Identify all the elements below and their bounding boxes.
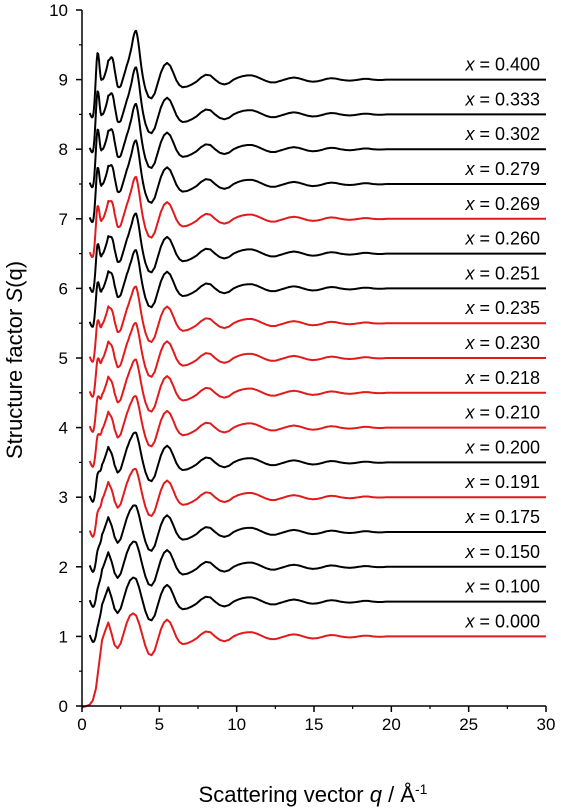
- series-line: [88, 139, 547, 224]
- x-tick-label: 15: [305, 715, 324, 734]
- series-label: x = 0.230: [464, 333, 540, 353]
- y-tick-label: 6: [59, 279, 68, 298]
- series-label: x = 0.333: [464, 89, 540, 109]
- series-label: x = 0.218: [464, 368, 540, 388]
- series-label: x = 0.269: [464, 194, 540, 214]
- curves-layer: [81, 29, 547, 709]
- series-label: x = 0.150: [464, 542, 540, 562]
- y-tick-label: 7: [59, 210, 68, 229]
- series-line: [88, 576, 547, 643]
- series-label: x = 0.200: [464, 437, 540, 457]
- series-line: [88, 468, 547, 538]
- series-label: x = 0.000: [464, 611, 540, 631]
- y-tick-label: 2: [59, 558, 68, 577]
- series-label: x = 0.191: [464, 472, 540, 492]
- x-tick-label: 0: [77, 715, 86, 734]
- series-line: [88, 102, 547, 189]
- series-label: x = 0.235: [464, 298, 540, 318]
- series-line: [88, 176, 547, 258]
- y-axis-title: Structure factor S(q): [2, 261, 27, 459]
- series-line: [88, 322, 547, 398]
- y-tick-label: 8: [59, 140, 68, 159]
- y-tick-label: 4: [59, 419, 68, 438]
- series-label: x = 0.260: [464, 229, 540, 249]
- series-label: x = 0.100: [464, 577, 540, 597]
- y-tick-label: 10: [49, 1, 68, 20]
- series-line: [81, 612, 547, 709]
- series-label: x = 0.175: [464, 507, 540, 527]
- series-line: [88, 540, 547, 608]
- x-axis-title: Scattering vector q / Å-1: [199, 781, 428, 807]
- y-tick-label: 0: [59, 697, 68, 716]
- series-label: x = 0.400: [464, 55, 540, 75]
- series-label: x = 0.279: [464, 159, 540, 179]
- y-tick-label: 5: [59, 349, 68, 368]
- y-tick-label: 9: [59, 71, 68, 90]
- x-tick-label: 30: [537, 715, 556, 734]
- series-line: [88, 249, 547, 328]
- series-line: [88, 66, 547, 154]
- axes-layer: 0 5 10 15 20 25 30 0 1 2 3 4 5 6 7 8 9 10: [49, 1, 555, 734]
- x-tick-label: 10: [227, 715, 246, 734]
- y-tick-label: 1: [59, 627, 68, 646]
- series-line: [88, 212, 547, 293]
- series-line: [88, 504, 547, 573]
- series-label: x = 0.251: [464, 263, 540, 283]
- series-label: x = 0.210: [464, 403, 540, 423]
- x-tick-label: 25: [459, 715, 478, 734]
- x-tick-label: 20: [382, 715, 401, 734]
- series-line: [88, 431, 547, 503]
- series-line: [88, 29, 547, 119]
- series-line: [88, 285, 547, 363]
- y-tick-label: 3: [59, 488, 68, 507]
- series-line: [88, 395, 547, 468]
- series-label: x = 0.302: [464, 124, 540, 144]
- series-line: [88, 358, 547, 433]
- curve-labels-layer: x = 0.000 x = 0.100 x = 0.150 x = 0.175 x = …: [464, 55, 540, 632]
- x-tick-label: 5: [155, 715, 164, 734]
